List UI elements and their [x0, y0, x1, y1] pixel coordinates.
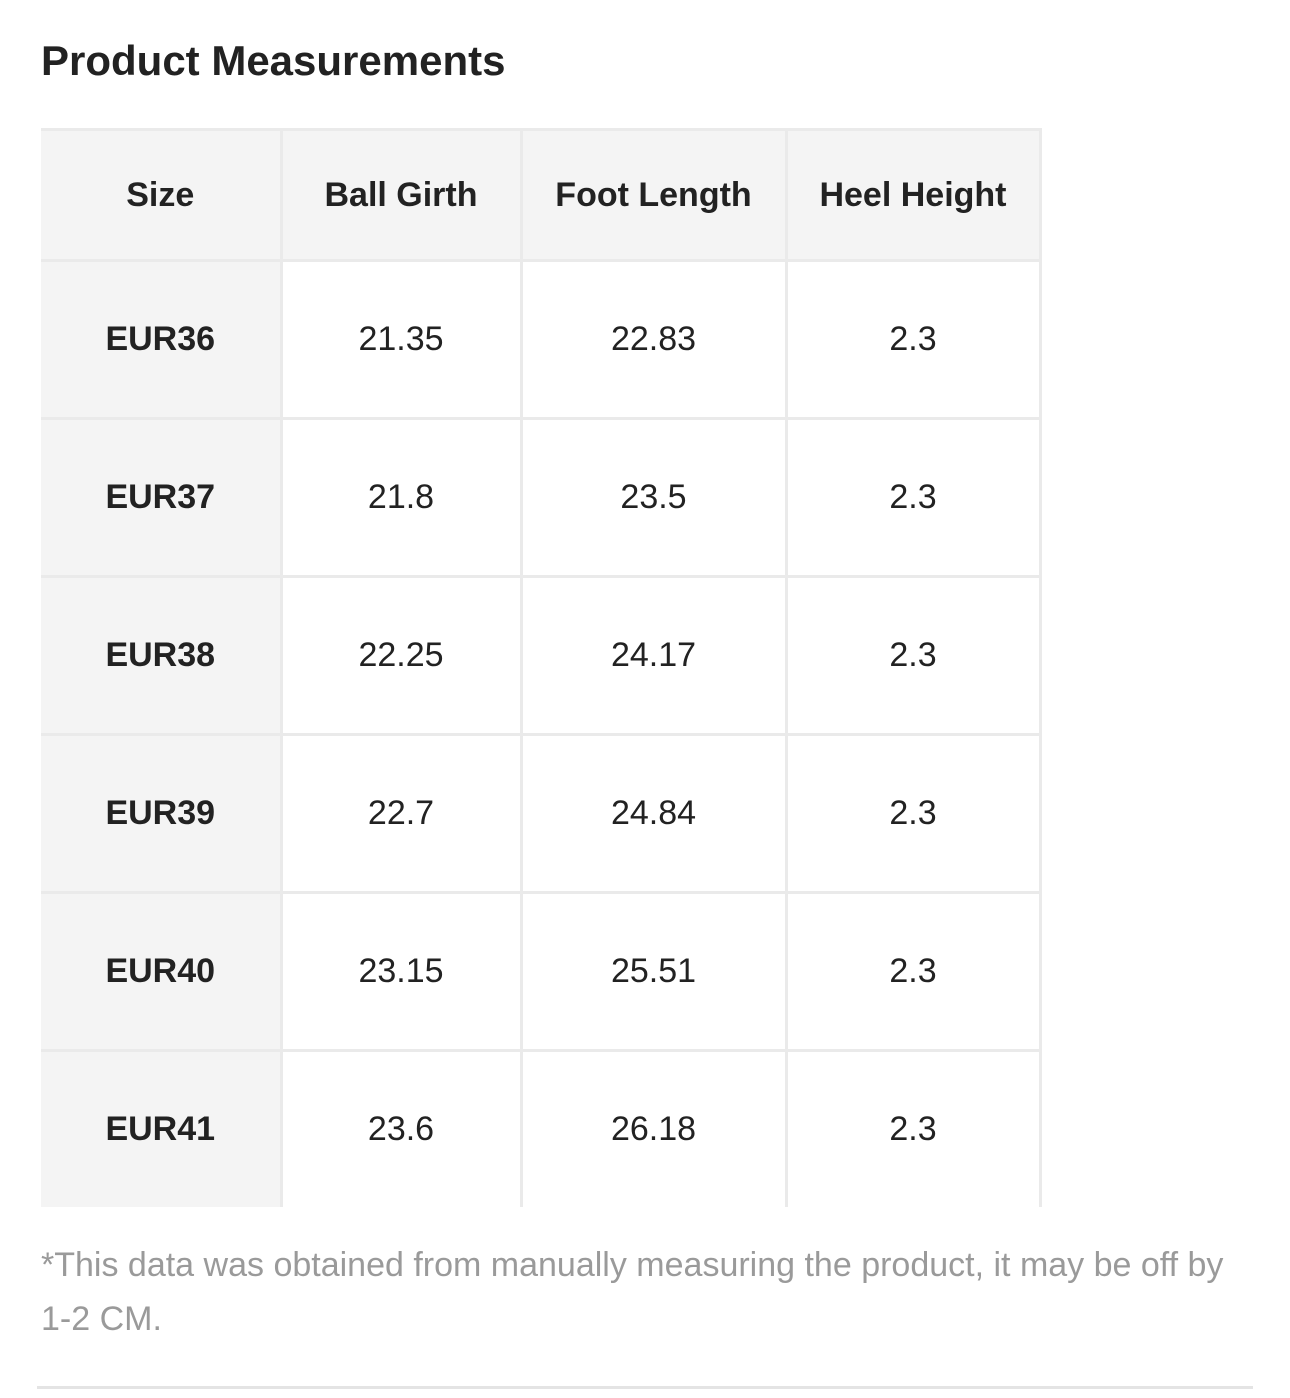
- ball-girth-cell: 23.15: [279, 891, 523, 1052]
- size-cell: EUR37: [41, 417, 283, 578]
- table-header: Size Ball Girth Foot Length Heel Height: [41, 128, 1042, 262]
- size-cell: EUR41: [41, 1049, 283, 1207]
- ball-girth-cell: 21.35: [279, 259, 523, 420]
- size-cell: EUR38: [41, 575, 283, 736]
- column-header-foot-length: Foot Length: [519, 128, 788, 262]
- foot-length-cell: 23.5: [519, 417, 788, 578]
- measurements-table-container: Size Ball Girth Foot Length Heel Height …: [41, 128, 1042, 1207]
- ball-girth-cell: 22.7: [279, 733, 523, 894]
- foot-length-cell: 22.83: [519, 259, 788, 420]
- foot-length-cell: 24.84: [519, 733, 788, 894]
- column-header-ball-girth: Ball Girth: [279, 128, 523, 262]
- size-cell: EUR40: [41, 891, 283, 1052]
- size-cell: EUR36: [41, 259, 283, 420]
- size-cell: EUR39: [41, 733, 283, 894]
- heel-height-cell: 2.3: [784, 417, 1042, 578]
- table-row: EUR37 21.8 23.5 2.3: [41, 417, 1042, 578]
- table-row: EUR40 23.15 25.51 2.3: [41, 891, 1042, 1052]
- table-row: EUR39 22.7 24.84 2.3: [41, 733, 1042, 894]
- column-header-size: Size: [41, 128, 283, 262]
- ball-girth-cell: 23.6: [279, 1049, 523, 1207]
- ball-girth-cell: 22.25: [279, 575, 523, 736]
- bottom-divider: [37, 1386, 1253, 1389]
- table-row: EUR38 22.25 24.17 2.3: [41, 575, 1042, 736]
- foot-length-cell: 26.18: [519, 1049, 788, 1207]
- column-header-heel-height: Heel Height: [784, 128, 1042, 262]
- heel-height-cell: 2.3: [784, 891, 1042, 1052]
- heel-height-cell: 2.3: [784, 733, 1042, 894]
- measurement-disclaimer: *This data was obtained from manually me…: [41, 1246, 1224, 1338]
- measurements-table: Size Ball Girth Foot Length Heel Height …: [41, 128, 1042, 1207]
- foot-length-cell: 24.17: [519, 575, 788, 736]
- ball-girth-cell: 21.8: [279, 417, 523, 578]
- page-title: Product Measurements: [41, 37, 506, 84]
- table-body: EUR36 21.35 22.83 2.3 EUR37 21.8 23.5 2.…: [41, 259, 1042, 1207]
- table-header-row: Size Ball Girth Foot Length Heel Height: [41, 128, 1042, 262]
- table-row: EUR36 21.35 22.83 2.3: [41, 259, 1042, 420]
- table-row: EUR41 23.6 26.18 2.3: [41, 1049, 1042, 1207]
- heel-height-cell: 2.3: [784, 575, 1042, 736]
- heel-height-cell: 2.3: [784, 259, 1042, 420]
- foot-length-cell: 25.51: [519, 891, 788, 1052]
- heel-height-cell: 2.3: [784, 1049, 1042, 1207]
